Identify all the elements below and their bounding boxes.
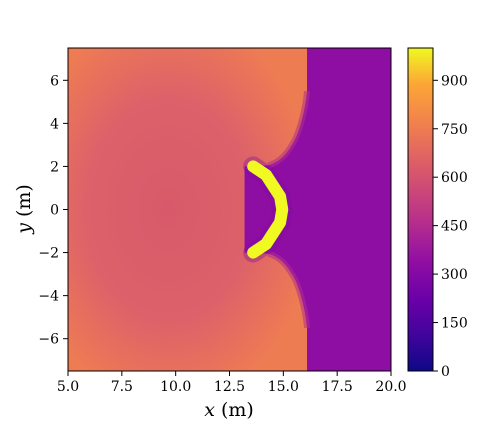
y-tick-label: −6 <box>38 332 59 348</box>
y-axis-unit: (m) <box>13 184 35 217</box>
y-tick-label: 4 <box>50 116 59 132</box>
x-tick-label: 7.5 <box>111 379 133 395</box>
x-tick-label: 17.5 <box>322 379 353 395</box>
x-tick-label: 5.0 <box>57 379 79 395</box>
x-axis-label: x (m) <box>204 399 254 421</box>
y-axis-symbol: y <box>13 223 35 235</box>
body-shape <box>247 160 289 259</box>
colorbar-tick-label: 150 <box>441 316 468 332</box>
colorbar-tick-label: 750 <box>441 122 468 138</box>
y-tick-label: −2 <box>38 246 59 262</box>
wake-edge-upper <box>267 90 311 169</box>
shocked-region <box>68 48 308 371</box>
x-tick-label: 20.0 <box>375 379 406 395</box>
colorbar-tick-label: 600 <box>441 170 468 186</box>
y-tick-label: 0 <box>50 203 59 219</box>
x-tick-label: 10.0 <box>160 379 191 395</box>
colorbar-tick-label: 300 <box>441 267 468 283</box>
x-axis-unit: (m) <box>221 399 254 421</box>
colorbar-tick-label: 0 <box>441 364 450 380</box>
x-axis-ticks: 5.0 7.5 10.0 12.5 15.0 17.5 20.0 <box>57 371 407 395</box>
y-tick-label: −4 <box>38 289 59 305</box>
x-axis-symbol: x <box>204 399 215 421</box>
y-tick-label: 6 <box>50 73 59 89</box>
x-tick-label: 12.5 <box>214 379 245 395</box>
plot-area <box>68 48 391 371</box>
colorbar-ticks: 0 150 300 450 600 750 900 <box>433 73 468 380</box>
y-tick-label: 2 <box>50 159 59 175</box>
y-axis-ticks: −6 −4 −2 0 2 4 6 <box>38 73 68 348</box>
colorbar-tick-label: 450 <box>441 219 468 235</box>
colorbar-tick-label: 900 <box>441 73 468 89</box>
colorbar <box>407 47 434 372</box>
x-tick-label: 15.0 <box>268 379 299 395</box>
wake-edge-lower <box>267 250 311 329</box>
y-axis-label: y (m) <box>13 184 35 235</box>
